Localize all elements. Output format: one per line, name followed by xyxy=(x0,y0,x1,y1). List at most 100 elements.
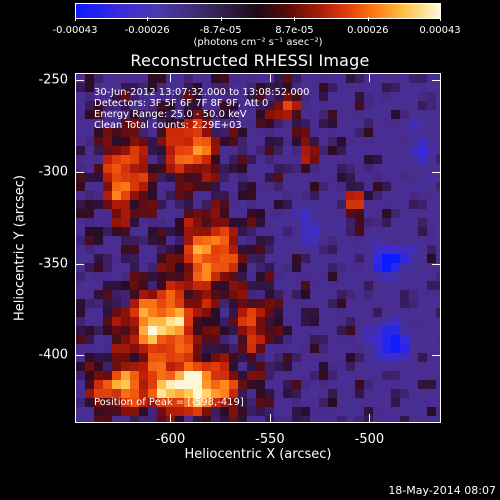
heatmap-cell xyxy=(94,227,103,236)
heatmap-cell xyxy=(427,191,436,200)
heatmap-cell xyxy=(400,209,409,218)
heatmap-cell xyxy=(409,128,418,137)
heatmap-cell xyxy=(265,110,274,119)
heatmap-cell xyxy=(418,398,427,407)
heatmap-cell xyxy=(229,407,238,416)
heatmap-cell xyxy=(85,236,94,245)
heatmap-cell xyxy=(229,92,238,101)
heatmap-cell xyxy=(157,335,166,344)
heatmap-cell xyxy=(220,236,229,245)
heatmap-cell xyxy=(265,371,274,380)
heatmap-cell xyxy=(211,164,220,173)
heatmap-cell xyxy=(238,326,247,335)
heatmap-cell xyxy=(427,308,436,317)
heatmap-cell xyxy=(337,290,346,299)
heatmap-cell xyxy=(76,272,85,281)
heatmap-cell xyxy=(238,128,247,137)
heatmap-cell xyxy=(373,218,382,227)
heatmap-cell xyxy=(427,353,436,362)
heatmap-cell xyxy=(391,236,400,245)
heatmap-cell xyxy=(400,362,409,371)
heatmap-cell xyxy=(409,74,418,83)
heatmap-cell xyxy=(184,209,193,218)
heatmap-cell xyxy=(319,128,328,137)
heatmap-cell xyxy=(148,326,157,335)
heatmap-cell xyxy=(184,245,193,254)
heatmap-cell xyxy=(175,245,184,254)
heatmap-cell xyxy=(76,164,85,173)
heatmap-cell xyxy=(427,290,436,299)
heatmap-cell xyxy=(391,281,400,290)
heatmap-cell xyxy=(94,281,103,290)
heatmap-cell xyxy=(139,353,148,362)
heatmap-cell xyxy=(283,353,292,362)
heatmap-cell xyxy=(409,335,418,344)
heatmap-cell xyxy=(400,398,409,407)
heatmap-cell xyxy=(382,173,391,182)
heatmap-cell xyxy=(148,110,157,119)
heatmap-cell xyxy=(274,281,283,290)
heatmap-cell xyxy=(175,326,184,335)
heatmap-cell xyxy=(184,308,193,317)
heatmap-cell xyxy=(220,254,229,263)
heatmap-cell xyxy=(184,218,193,227)
heatmap-cell xyxy=(148,236,157,245)
heatmap-cell xyxy=(256,335,265,344)
heatmap-cell xyxy=(355,317,364,326)
heatmap-cell xyxy=(229,119,238,128)
heatmap-cell xyxy=(229,290,238,299)
heatmap-cell xyxy=(103,407,112,416)
heatmap-cell xyxy=(391,407,400,416)
heatmap-cell xyxy=(76,218,85,227)
heatmap-cell xyxy=(310,119,319,128)
heatmap-cell xyxy=(427,173,436,182)
heatmap-cell xyxy=(220,326,229,335)
heatmap-cell xyxy=(166,272,175,281)
heatmap-cell xyxy=(148,263,157,272)
heatmap-cell xyxy=(283,92,292,101)
heatmap-cell xyxy=(157,128,166,137)
heatmap-cell xyxy=(382,272,391,281)
heatmap-cell xyxy=(265,83,274,92)
heatmap-cell xyxy=(400,254,409,263)
heatmap-cell xyxy=(202,326,211,335)
heatmap-cell xyxy=(85,182,94,191)
heatmap-cell xyxy=(418,263,427,272)
heatmap-cell xyxy=(292,380,301,389)
heatmap-cell xyxy=(319,191,328,200)
heatmap-cell xyxy=(373,164,382,173)
heatmap-cell xyxy=(373,182,382,191)
heatmap-cell xyxy=(274,74,283,83)
heatmap-cell xyxy=(121,362,130,371)
heatmap-cell xyxy=(175,317,184,326)
heatmap-cell xyxy=(382,398,391,407)
heatmap-cell xyxy=(319,182,328,191)
heatmap-cell xyxy=(112,209,121,218)
heatmap-cell xyxy=(337,407,346,416)
heatmap-cell xyxy=(346,164,355,173)
heatmap-cell xyxy=(238,398,247,407)
heatmap-cell xyxy=(283,164,292,173)
heatmap-cell xyxy=(193,236,202,245)
heatmap-cell xyxy=(148,155,157,164)
heatmap-cell xyxy=(364,290,373,299)
heatmap-cell xyxy=(202,146,211,155)
heatmap-cell xyxy=(85,164,94,173)
heatmap-cell xyxy=(121,209,130,218)
heatmap-cell xyxy=(85,281,94,290)
heatmap-cell xyxy=(283,227,292,236)
heatmap-cell xyxy=(211,110,220,119)
heatmap-cell xyxy=(382,308,391,317)
heatmap-cell xyxy=(202,317,211,326)
heatmap-cell xyxy=(238,389,247,398)
heatmap-cell xyxy=(274,371,283,380)
heatmap-cell xyxy=(400,344,409,353)
heatmap-cell xyxy=(256,110,265,119)
heatmap-cell xyxy=(166,344,175,353)
heatmap-cell xyxy=(121,137,130,146)
heatmap-cell xyxy=(76,110,85,119)
heatmap-cell xyxy=(427,155,436,164)
heatmap-cell xyxy=(391,308,400,317)
heatmap-cell xyxy=(337,335,346,344)
heatmap-cell xyxy=(139,416,148,422)
